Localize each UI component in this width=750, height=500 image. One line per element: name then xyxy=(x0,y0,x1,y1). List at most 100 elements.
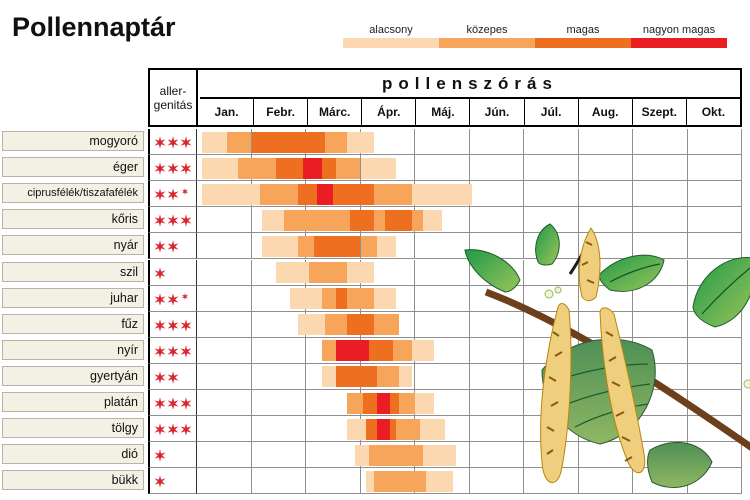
table-row-ny-r: nyír xyxy=(0,337,750,364)
grid-cell xyxy=(524,442,579,468)
grid-cell xyxy=(197,259,252,285)
star-icon xyxy=(154,318,166,332)
grid-cell xyxy=(197,207,252,233)
star-icon xyxy=(180,136,192,149)
grid-cell xyxy=(633,259,688,285)
grid-cell xyxy=(197,337,252,363)
grid-cell xyxy=(688,337,742,363)
grid-cell xyxy=(633,337,688,363)
grid-cell xyxy=(688,181,742,207)
table-row-gyerty-n: gyertyán xyxy=(0,363,750,390)
star-icon xyxy=(167,240,179,254)
month-grid xyxy=(197,207,742,234)
grid-cell xyxy=(524,207,579,233)
legend-item-vhigh: nagyon magas xyxy=(631,24,727,48)
pollen-bar-segment-high xyxy=(335,288,347,310)
star-icon xyxy=(154,188,166,201)
pollen-bar-segment-low xyxy=(202,131,227,153)
pollen-bar-segment-med xyxy=(322,288,336,310)
plant-name-label: ciprusfélék/tiszafafélék xyxy=(2,183,144,204)
allergenicity-stars xyxy=(148,259,197,286)
plant-name-label: kőris xyxy=(2,209,144,230)
star-icon xyxy=(167,136,179,149)
grid-cell xyxy=(470,468,524,494)
pollen-bar-segment-med xyxy=(259,183,298,205)
month-grid xyxy=(197,259,742,286)
month-header-jan: Jan. xyxy=(200,99,255,125)
pollen-bar-segment-high xyxy=(385,209,413,231)
grid-cell xyxy=(524,155,579,181)
pollen-bar-segment-med xyxy=(374,209,386,231)
month-grid xyxy=(197,442,742,469)
grid-cell xyxy=(470,233,524,259)
table-row-b-kk: bükk xyxy=(0,468,750,495)
grid-cell xyxy=(579,285,633,311)
pollen-bar-segment-high xyxy=(349,209,375,231)
grid-cell xyxy=(361,363,415,389)
pollen-bar-segment-med xyxy=(325,131,347,153)
pollen-bar-segment-low xyxy=(360,157,396,179)
grid-cell xyxy=(197,233,252,259)
grid-cell xyxy=(524,129,579,155)
star-rating-icon xyxy=(154,449,166,462)
star-icon xyxy=(154,397,166,410)
pollen-bar-segment-vhigh xyxy=(303,157,323,179)
allergenicity-stars xyxy=(148,129,197,156)
month-grid xyxy=(197,363,742,390)
grid-cell xyxy=(470,442,524,468)
star-rating-icon xyxy=(154,371,179,384)
pollen-bar-segment-vhigh xyxy=(376,418,391,440)
grid-cell xyxy=(524,311,579,337)
plant-name-label: juhar xyxy=(2,287,144,308)
grid-cell xyxy=(415,390,470,416)
half-star-icon xyxy=(181,188,189,196)
pollen-bar-segment-low xyxy=(355,444,369,466)
pollen-bar-segment-high xyxy=(322,157,336,179)
month-grid xyxy=(197,337,742,364)
star-icon xyxy=(154,292,166,306)
star-icon xyxy=(180,162,192,175)
plant-name-label: nyír xyxy=(2,339,144,360)
pollen-bar-segment-low xyxy=(322,366,336,388)
pollen-bar-segment-vhigh xyxy=(376,392,391,414)
pollen-bar-segment-low xyxy=(412,340,435,362)
table-row-di-: dió xyxy=(0,442,750,469)
star-icon xyxy=(167,214,179,228)
star-rating-icon xyxy=(154,214,192,228)
grid-cell xyxy=(633,181,688,207)
star-icon xyxy=(180,423,192,436)
grid-cell xyxy=(470,363,524,389)
month-header-szept: Szept. xyxy=(633,99,687,125)
plant-name-label: fűz xyxy=(2,313,144,334)
plant-name-label: éger xyxy=(2,157,144,178)
month-header-júl: Júl. xyxy=(525,99,579,125)
grid-cell xyxy=(197,363,252,389)
grid-cell xyxy=(579,207,633,233)
pollen-bar-segment-med xyxy=(393,340,413,362)
pollen-bar-segment-med xyxy=(368,444,424,466)
pollen-bar-segment-med xyxy=(325,314,347,336)
grid-cell xyxy=(633,155,688,181)
grid-cell xyxy=(197,468,252,494)
grid-cell xyxy=(197,390,252,416)
pollen-bar-segment-low xyxy=(376,235,396,257)
star-icon xyxy=(180,318,192,332)
star-rating-icon xyxy=(154,240,179,254)
month-grid xyxy=(197,129,742,156)
plant-name-label: dió xyxy=(2,444,144,465)
plant-name-label: mogyoró xyxy=(2,131,144,151)
grid-cell xyxy=(470,285,524,311)
grid-cell xyxy=(633,129,688,155)
star-rating-icon xyxy=(154,475,166,489)
grid-cell xyxy=(524,416,579,442)
grid-cell xyxy=(415,416,470,442)
grid-cell xyxy=(579,181,633,207)
grid-cell xyxy=(415,363,470,389)
grid-cell xyxy=(524,390,579,416)
legend-swatch xyxy=(631,38,727,48)
table-row-t-lgy: tölgy xyxy=(0,416,750,443)
grid-cell xyxy=(415,311,470,337)
pollen-bar-segment-low xyxy=(202,183,260,205)
pollen-bar-segment-med xyxy=(297,235,315,257)
star-icon xyxy=(167,423,179,436)
